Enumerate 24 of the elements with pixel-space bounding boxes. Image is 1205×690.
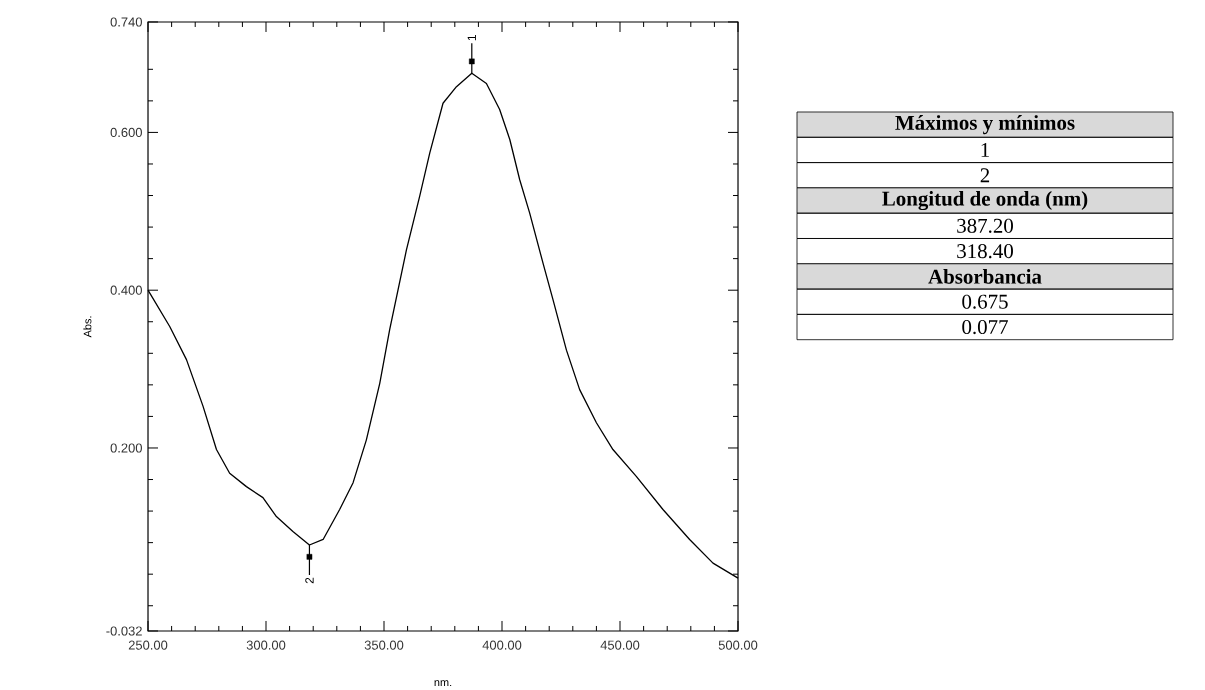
x-axis-title: nm. xyxy=(434,680,452,687)
x-tick-label: 400.00 xyxy=(482,640,522,650)
x-tick-label: 250.00 xyxy=(128,640,168,650)
x-tick-label: 300.00 xyxy=(246,640,286,650)
y-tick-label: 0.200 xyxy=(110,443,142,453)
text: 0.077 xyxy=(962,319,1008,335)
text: Absorbancia xyxy=(928,269,1042,284)
y-tick-label: 0.400 xyxy=(110,285,142,295)
y-tick-label: -0.032 xyxy=(106,626,142,636)
text: Máximos y mínimos xyxy=(895,115,1075,135)
annotation: 1 xyxy=(467,34,476,41)
annotation: 2 xyxy=(305,577,314,584)
text: 2 xyxy=(980,168,990,183)
y-axis-title: Abs. xyxy=(83,316,92,338)
text: Longitud de onda (nm) xyxy=(882,190,1088,211)
x-tick-label: 350.00 xyxy=(364,640,404,650)
text: 387.20 xyxy=(957,218,1013,233)
x-tick-label: 450.00 xyxy=(600,640,640,650)
text: 1 xyxy=(981,143,989,157)
y-tick-label: 0.740 xyxy=(110,17,142,27)
text: 318.40 xyxy=(957,244,1013,259)
text: 0.675 xyxy=(962,294,1008,309)
x-tick-label: 500.00 xyxy=(718,640,758,650)
y-tick-label: 0.600 xyxy=(110,127,142,137)
